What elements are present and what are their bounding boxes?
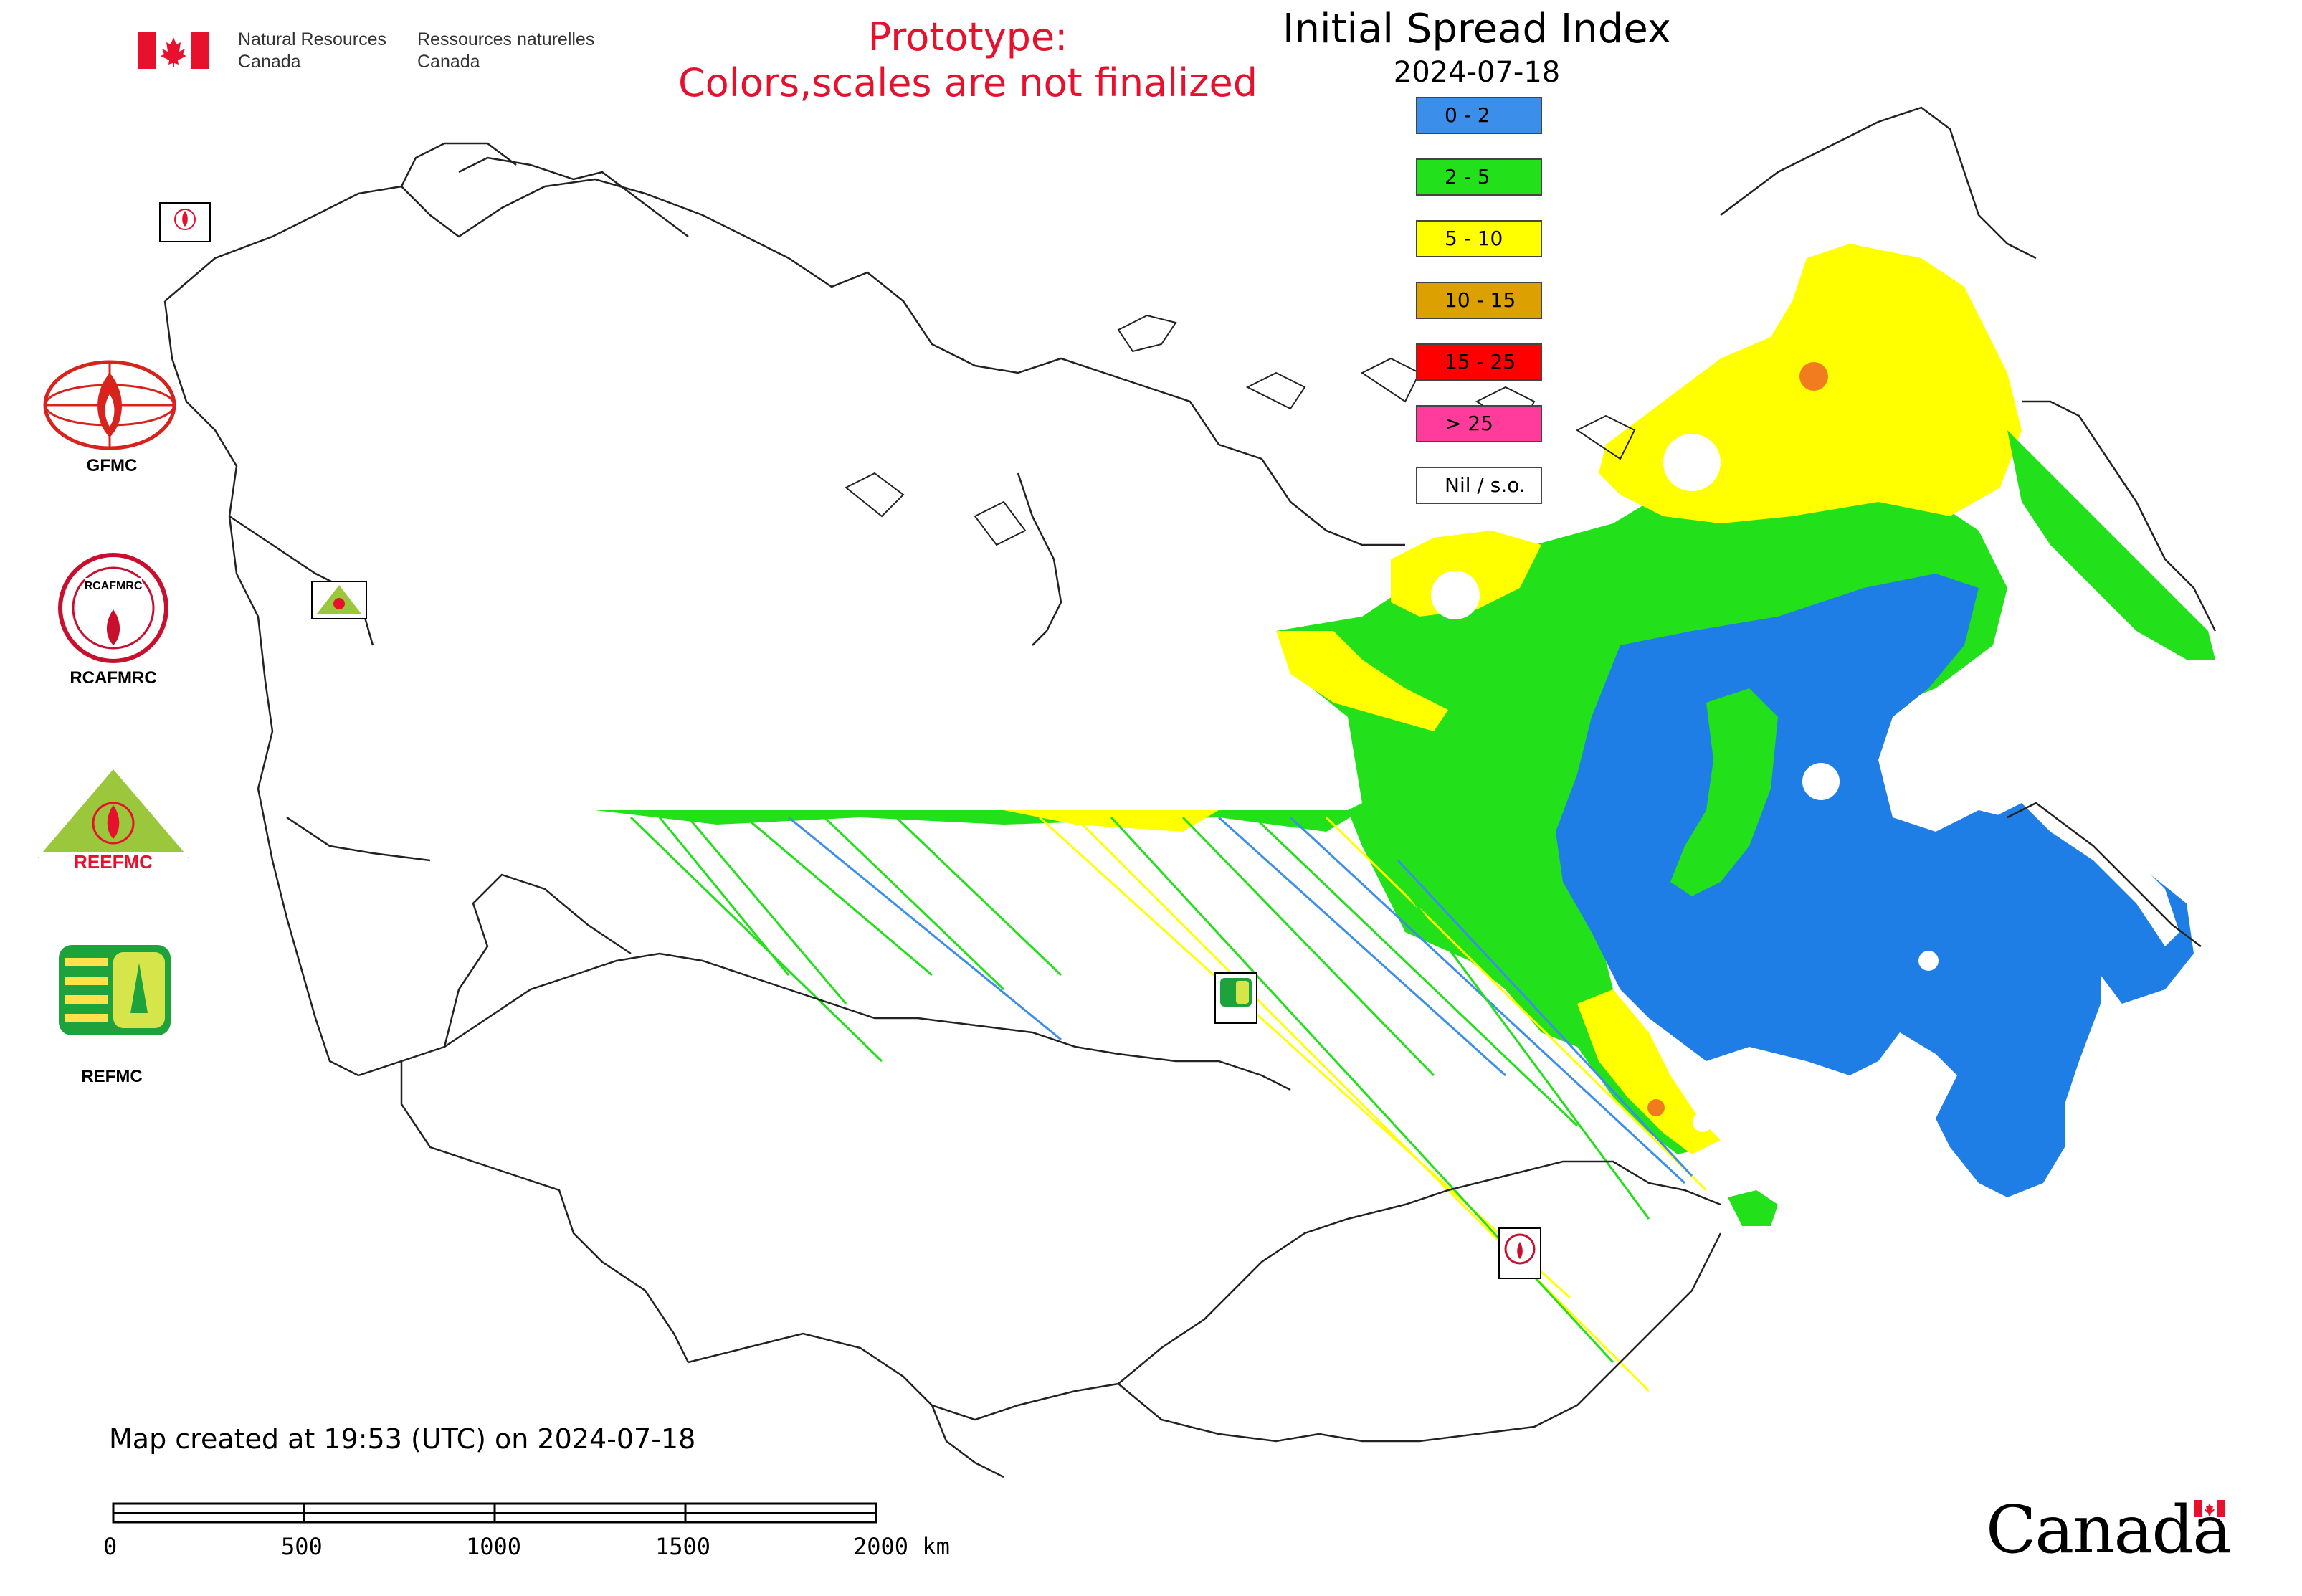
dept-name-fr: Ressources naturelles Canada <box>417 29 594 73</box>
legend-item-0-2: 0 - 2 <box>1416 97 1542 134</box>
zone-green-small-east <box>1728 1190 1778 1226</box>
scale-label-1500: 1500 <box>655 1533 711 1560</box>
refmc-label: REFMC <box>81 1067 143 1086</box>
map-title: Initial Spread Index <box>1283 6 1671 52</box>
scale-label-1000: 1000 <box>466 1533 522 1560</box>
nil-hole <box>1663 434 1721 491</box>
prototype-notice-line2: Colors,scales are not finalized <box>678 60 1257 105</box>
scale-label-500: 500 <box>281 1533 323 1560</box>
scale-bar <box>112 1502 877 1524</box>
rcafmrc-map-badge-icon <box>1498 1227 1541 1279</box>
rcafmrc-label: RCAFMRC <box>70 668 157 688</box>
refmc-logo-icon <box>59 945 171 1035</box>
canada-flag-icon <box>138 32 209 69</box>
legend-item-5-10: 5 - 10 <box>1416 220 1542 257</box>
dept-name-fr-line1: Ressources naturelles <box>417 29 595 49</box>
zone-yellow-south <box>1577 989 1721 1154</box>
nil-hole3 <box>1802 763 1840 800</box>
zone-orange-spot <box>1799 362 1828 391</box>
svg-text:REEFMC: REEFMC <box>74 851 153 873</box>
spread-index-data-layer <box>1276 244 2215 1226</box>
nil-hole4 <box>1918 951 1939 971</box>
map-date: 2024-07-18 <box>1393 56 1561 89</box>
dept-name-en-line1: Natural Resources <box>238 29 387 49</box>
reefmc-map-badge-icon <box>311 581 367 619</box>
gfmc-small-badge-icon <box>159 202 211 242</box>
canada-wordmark: Canada <box>1986 1491 2232 1568</box>
prototype-notice: Prototype: Colors,scales are not finaliz… <box>645 14 1290 106</box>
rcafmrc-logo-icon: RCAFMRC <box>58 553 168 663</box>
zone-yellow-west2 <box>1276 631 1448 731</box>
zone-green-interior <box>1670 688 1778 896</box>
wordmark-flag-icon <box>2194 1500 2225 1517</box>
prototype-notice-line1: Prototype: <box>867 14 1068 60</box>
dept-name-en-line2: Canada <box>238 52 301 72</box>
dept-name-fr-line2: Canada <box>417 52 480 72</box>
legend-item-10-15: 10 - 15 <box>1416 282 1542 319</box>
svg-text:RCAFMRC: RCAFMRC <box>85 580 143 592</box>
zone-orange-spot2 <box>1647 1099 1665 1116</box>
gfmc-label: GFMC <box>86 456 138 475</box>
zone-blue <box>1556 574 2101 1197</box>
streak-artifacts <box>595 810 1708 1392</box>
zone-blue-east <box>1993 803 2194 1004</box>
nil-hole5 <box>1693 1112 1713 1132</box>
admin-boundaries <box>163 106 2217 1478</box>
refmc-map-badge-icon <box>1214 972 1257 1024</box>
legend-item-gt-25: > 25 <box>1416 405 1542 442</box>
dept-name-en: Natural Resources Canada <box>238 29 386 73</box>
legend-item-2-5: 2 - 5 <box>1416 158 1542 196</box>
scale-label-0: 0 <box>103 1533 118 1560</box>
coastline-islands <box>845 314 1636 546</box>
nil-hole2 <box>1431 571 1480 619</box>
legend-item-nil: Nil / s.o. <box>1416 467 1542 504</box>
zone-green-east <box>2007 430 2215 660</box>
scale-label-2000: 2000 km <box>853 1533 950 1560</box>
map-created-timestamp: Map created at 19:53 (UTC) on 2024-07-18 <box>109 1423 696 1455</box>
legend-item-15-25: 15 - 25 <box>1416 343 1542 381</box>
gfmc-logo-icon <box>43 360 176 450</box>
reefmc-logo-icon: REEFMC <box>38 769 189 873</box>
